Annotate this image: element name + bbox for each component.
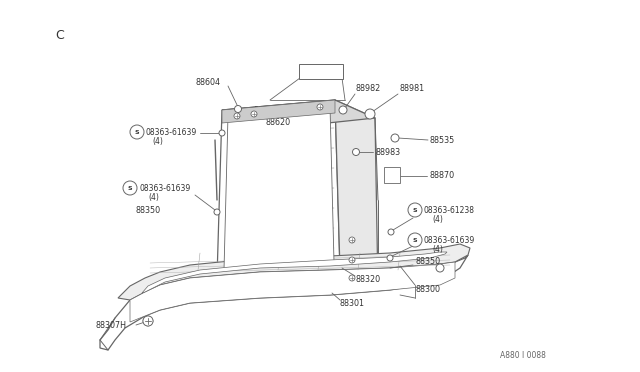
Text: 08363-61639: 08363-61639	[139, 183, 190, 192]
Circle shape	[339, 106, 347, 114]
Text: 88604: 88604	[195, 77, 220, 87]
Circle shape	[234, 113, 240, 119]
Polygon shape	[224, 106, 334, 270]
Polygon shape	[130, 262, 455, 322]
Text: (4): (4)	[432, 215, 443, 224]
Text: 88870: 88870	[430, 170, 455, 180]
Text: A880 I 0088: A880 I 0088	[500, 350, 546, 359]
FancyBboxPatch shape	[384, 167, 400, 183]
Circle shape	[436, 264, 444, 272]
Text: 88301: 88301	[340, 299, 365, 308]
Polygon shape	[100, 255, 468, 350]
Polygon shape	[217, 100, 340, 278]
Text: 88320: 88320	[355, 276, 380, 285]
Polygon shape	[222, 100, 335, 123]
Text: 88981: 88981	[400, 83, 425, 93]
Polygon shape	[335, 100, 378, 290]
Circle shape	[349, 257, 355, 263]
Text: (4): (4)	[148, 192, 159, 202]
Text: 88982: 88982	[355, 83, 380, 93]
Circle shape	[391, 134, 399, 142]
Text: 88601: 88601	[303, 106, 328, 115]
Circle shape	[408, 233, 422, 247]
Circle shape	[234, 106, 241, 112]
Circle shape	[349, 237, 355, 243]
Text: 88307H: 88307H	[95, 321, 126, 330]
Circle shape	[123, 181, 137, 195]
Text: 88611: 88611	[253, 106, 278, 115]
Text: 88983: 88983	[375, 148, 400, 157]
Polygon shape	[118, 244, 470, 300]
Circle shape	[143, 316, 153, 326]
Polygon shape	[142, 252, 447, 293]
Text: 08363-61639: 08363-61639	[146, 128, 197, 137]
Text: (4): (4)	[152, 137, 163, 145]
Text: 88350: 88350	[135, 205, 160, 215]
Text: 88620: 88620	[265, 118, 290, 126]
Circle shape	[143, 316, 153, 326]
Circle shape	[130, 125, 144, 139]
Circle shape	[353, 148, 360, 155]
Circle shape	[365, 109, 375, 119]
Circle shape	[408, 203, 422, 217]
Text: S: S	[413, 208, 417, 212]
Text: C: C	[55, 29, 64, 42]
Text: 88300: 88300	[415, 285, 440, 295]
Circle shape	[387, 255, 393, 261]
FancyBboxPatch shape	[299, 64, 343, 79]
Text: 88350: 88350	[415, 257, 440, 266]
Circle shape	[219, 130, 225, 136]
Text: S: S	[134, 129, 140, 135]
Text: (4): (4)	[432, 244, 443, 253]
Text: 08363-61639: 08363-61639	[424, 235, 476, 244]
Text: S: S	[413, 237, 417, 243]
Circle shape	[317, 104, 323, 110]
Circle shape	[214, 209, 220, 215]
Circle shape	[349, 275, 355, 281]
Text: 08363-61238: 08363-61238	[424, 205, 475, 215]
Text: 88535: 88535	[430, 135, 455, 144]
Circle shape	[388, 229, 394, 235]
Polygon shape	[222, 100, 375, 130]
Text: S: S	[128, 186, 132, 190]
Text: 88600: 88600	[302, 67, 327, 77]
Circle shape	[251, 111, 257, 117]
